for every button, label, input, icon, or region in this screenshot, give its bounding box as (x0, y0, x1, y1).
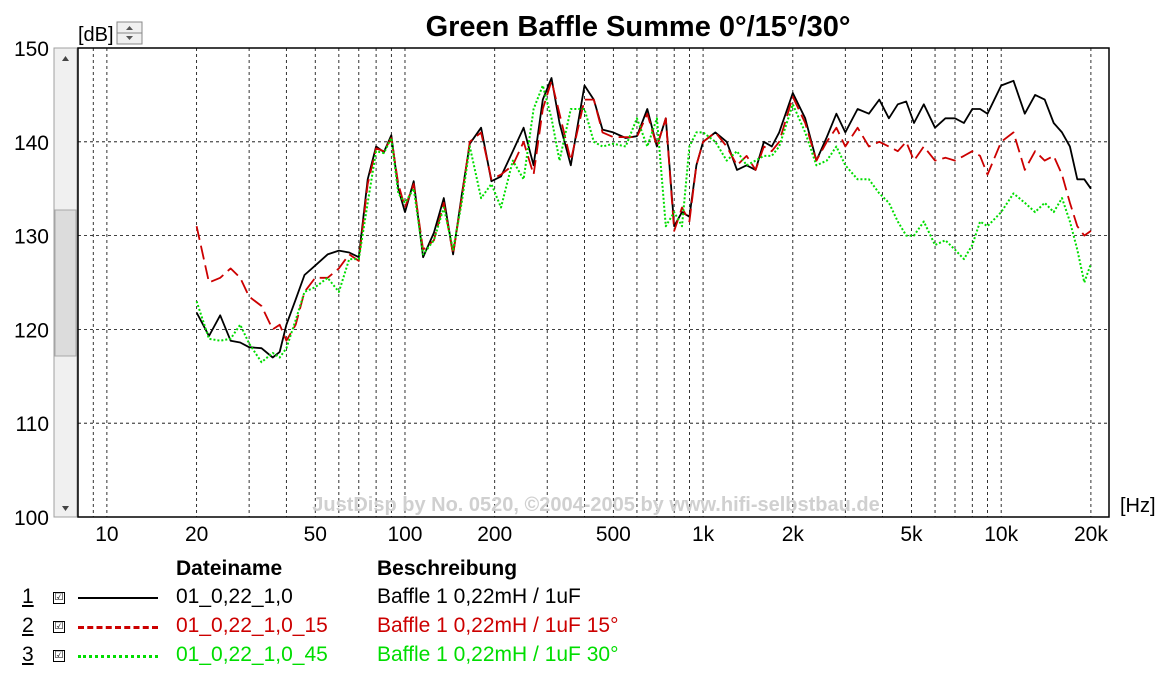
legend-header-file: Dateiname (176, 557, 283, 580)
spin-up-icon[interactable] (126, 26, 133, 30)
legend-line-sample (78, 597, 158, 599)
x-tick-label: 20 (185, 523, 208, 546)
legend-file-name: 01_0,22_1,0 (176, 585, 293, 608)
legend-file-name: 01_0,22_1,0_45 (176, 643, 328, 666)
y-tick-label: 140 (14, 132, 49, 155)
x-tick-label: 100 (387, 523, 422, 546)
visibility-checkbox[interactable]: ☑ (53, 621, 65, 633)
legend-description: Baffle 1 0,22mH / 1uF 30° (377, 643, 619, 666)
x-axis-ticks: 10 20 50 100 200 500 1k 2k 5k 10k 20k (95, 523, 1108, 546)
y-scrollbar[interactable] (53, 47, 78, 518)
scroll-down-icon[interactable] (62, 506, 69, 511)
y-tick-label: 100 (14, 507, 49, 530)
x-tick-label: 2k (782, 523, 805, 546)
legend-row-2[interactable]: 2 ☑ 01_0,22_1,0_15 Baffle 1 0,22mH / 1uF… (0, 614, 1172, 642)
x-tick-label: 10 (95, 523, 118, 546)
x-tick-label: 10k (984, 523, 1018, 546)
visibility-checkbox[interactable]: ☑ (53, 592, 65, 604)
x-tick-label: 1k (692, 523, 715, 546)
legend-row-1[interactable]: 1 ☑ 01_0,22_1,0 Baffle 1 0,22mH / 1uF (0, 585, 1172, 613)
frequency-response-chart: Green Baffle Summe 0°/15°/30° [dB] 100 11… (14, 11, 1156, 546)
x-tick-label: 500 (596, 523, 631, 546)
x-tick-label: 5k (900, 523, 923, 546)
legend-index[interactable]: 3 (22, 643, 34, 666)
legend-line-sample (78, 626, 158, 629)
series-lines (195, 77, 1092, 364)
legend-description: Baffle 1 0,22mH / 1uF 15° (377, 614, 619, 637)
legend-index[interactable]: 1 (22, 585, 34, 608)
legend-line-sample (78, 655, 158, 658)
x-tick-label: 50 (304, 523, 327, 546)
y-tick-label: 130 (14, 226, 49, 249)
x-tick-label: 20k (1074, 523, 1108, 546)
grid-lines (77, 48, 1109, 517)
series-line-1 (195, 77, 1092, 359)
legend-file-name: 01_0,22_1,0_15 (176, 614, 328, 637)
y-axis-ticks: 100 110 120 130 140 150 (14, 38, 49, 530)
legend-description: Baffle 1 0,22mH / 1uF (377, 585, 581, 608)
scroll-up-icon[interactable] (62, 56, 69, 61)
watermark: JustDisp by No. 0520, ©2004-2005 by www.… (312, 494, 880, 516)
y-tick-label: 150 (14, 38, 49, 61)
legend-index[interactable]: 2 (22, 614, 34, 637)
y-tick-label: 120 (14, 319, 49, 342)
chart-title: Green Baffle Summe 0°/15°/30° (426, 11, 851, 43)
legend-row-3[interactable]: 3 ☑ 01_0,22_1,0_45 Baffle 1 0,22mH / 1uF… (0, 643, 1172, 671)
legend-header-description: Beschreibung (377, 557, 518, 580)
y-axis-unit-label: [dB] (78, 24, 114, 46)
scrollbar-thumb[interactable] (54, 209, 77, 357)
x-tick-label: 200 (477, 523, 512, 546)
y-unit-spinner[interactable] (116, 21, 143, 45)
visibility-checkbox[interactable]: ☑ (53, 650, 65, 662)
series-line-3 (195, 84, 1092, 364)
y-tick-label: 110 (16, 413, 49, 436)
spin-down-icon[interactable] (126, 36, 133, 40)
x-axis-unit-label: [Hz] (1120, 495, 1156, 517)
legend-table: Dateiname Beschreibung 1 ☑ 01_0,22_1,0 B… (0, 555, 1172, 685)
series-line-2 (195, 79, 1092, 342)
